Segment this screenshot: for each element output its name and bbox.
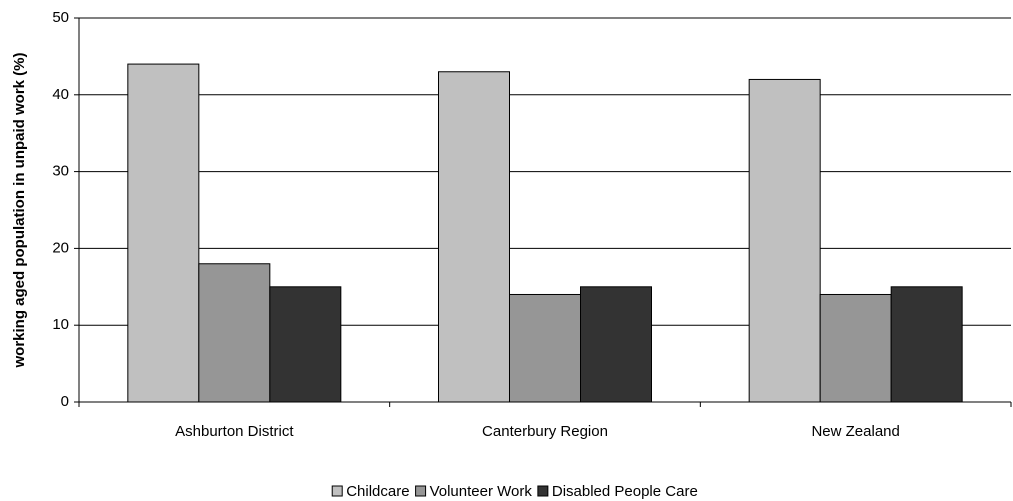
bar [509, 293, 581, 403]
legend-label: Childcare [346, 483, 409, 500]
bar [198, 263, 271, 403]
y-axis-title: working aged population in unpaid work (… [11, 53, 28, 369]
x-tick-label: Ashburton District [175, 423, 294, 440]
bar [748, 78, 821, 403]
legend-label: Volunteer Work [430, 483, 533, 500]
legend-swatch [537, 485, 549, 497]
bar [127, 63, 200, 403]
legend-swatch [331, 485, 343, 497]
x-tick-label: New Zealand [811, 423, 899, 440]
bar [269, 286, 342, 403]
y-tick-label: 20 [52, 239, 69, 256]
y-tick-label: 10 [52, 316, 69, 333]
y-tick-label: 50 [52, 9, 69, 26]
bar [890, 286, 963, 403]
y-tick-label: 40 [52, 86, 69, 103]
x-tick-label: Canterbury Region [482, 423, 608, 440]
bar [580, 286, 652, 403]
legend-swatch [415, 485, 427, 497]
legend-label: Disabled People Care [552, 483, 698, 500]
y-tick-label: 30 [52, 163, 69, 180]
bar [438, 71, 510, 403]
bar [819, 293, 892, 403]
y-tick-label: 0 [61, 393, 69, 410]
